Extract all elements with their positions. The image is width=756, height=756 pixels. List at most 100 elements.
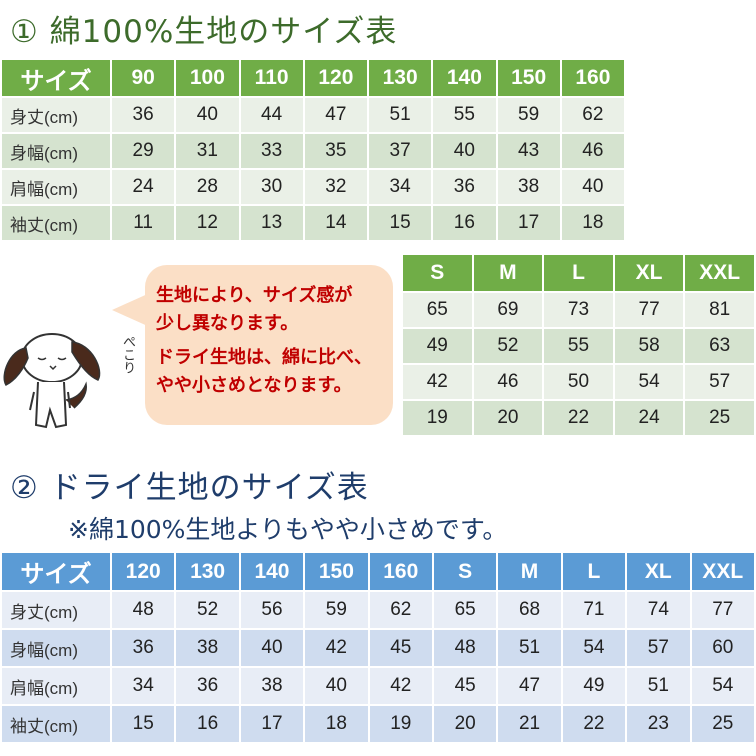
measurement-value: 57 <box>685 365 754 399</box>
measurement-label: 肩幅(cm) <box>2 170 110 204</box>
measurement-value: 63 <box>685 329 754 363</box>
measurement-value: 31 <box>176 134 239 168</box>
table-row: 袖丈(cm) 11 12 13 14 15 16 17 18 <box>2 206 624 240</box>
size-header-cell: 160 <box>561 60 624 96</box>
measurement-value: 12 <box>176 206 239 240</box>
measurement-value: 77 <box>614 293 684 327</box>
measurement-value: 28 <box>176 170 239 204</box>
measurement-value: 18 <box>561 206 624 240</box>
measurement-value: 43 <box>497 134 560 168</box>
bubble-line: 生地により、サイズ感が <box>156 285 353 306</box>
dry-size-table: サイズ 120 130 140 150 160 S M L XL XXL 身丈(cm) 48 52 56 59… <box>0 551 756 744</box>
measurement-value: 73 <box>544 293 613 327</box>
bubble-line: やや小さめとなります。 <box>156 375 352 396</box>
table-row: 身幅(cm) 36 38 40 42 45 48 51 54 57 60 <box>2 630 754 666</box>
measurement-value: 44 <box>240 98 303 132</box>
measurement-value: 25 <box>685 401 754 435</box>
measurement-value: 14 <box>304 206 367 240</box>
cotton-size-table-kids: サイズ 90 100 110 120 130 140 150 160 身丈(cm) 36 40 44 47… <box>0 58 626 242</box>
size-header-cell: 90 <box>112 60 175 96</box>
measurement-value: 18 <box>305 706 368 742</box>
measurement-value: 77 <box>691 592 754 628</box>
mascot-caption: ぺこり <box>120 335 135 374</box>
measurement-value: 36 <box>176 668 239 704</box>
measurement-value: 24 <box>112 170 175 204</box>
measurement-value: 35 <box>304 134 367 168</box>
measurement-label: 身幅(cm) <box>2 134 110 168</box>
dry-size-chart-note: ※綿100%生地よりもやや小さめです。 <box>68 515 508 544</box>
size-header-cell: 120 <box>112 553 175 590</box>
size-header-cell: L <box>544 255 613 291</box>
size-header-label: サイズ <box>2 553 110 590</box>
measurement-value: 38 <box>176 630 239 666</box>
size-header-cell: 150 <box>497 60 560 96</box>
size-header-cell: M <box>473 255 543 291</box>
table-row: 42 46 50 54 57 <box>403 365 754 399</box>
measurement-value: 58 <box>614 329 684 363</box>
measurement-value: 42 <box>305 630 368 666</box>
measurement-value: 68 <box>498 592 561 628</box>
table-row: 49 52 55 58 63 <box>403 329 754 363</box>
measurement-value: 49 <box>403 329 472 363</box>
measurement-value: 37 <box>369 134 432 168</box>
measurement-value: 54 <box>691 668 754 704</box>
measurement-value: 45 <box>369 630 432 666</box>
measurement-value: 40 <box>240 630 304 666</box>
table-row: 肩幅(cm) 34 36 38 40 42 45 47 49 51 54 <box>2 668 754 704</box>
table-row: 身丈(cm) 36 40 44 47 51 55 59 62 <box>2 98 624 132</box>
measurement-label: 袖丈(cm) <box>2 206 110 240</box>
measurement-value: 36 <box>433 170 496 204</box>
measurement-value: 15 <box>112 706 175 742</box>
measurement-value: 69 <box>473 293 543 327</box>
size-header-cell: 130 <box>176 553 239 590</box>
table-row: 身幅(cm) 29 31 33 35 37 40 43 46 <box>2 134 624 168</box>
table-row: 袖丈(cm) 15 16 17 18 19 20 21 22 23 25 <box>2 706 754 742</box>
measurement-value: 22 <box>562 706 626 742</box>
measurement-value: 22 <box>544 401 613 435</box>
size-header-cell: L <box>562 553 626 590</box>
table-row: 19 20 22 24 25 <box>403 401 754 435</box>
measurement-value: 40 <box>433 134 496 168</box>
measurement-value: 45 <box>433 668 497 704</box>
header-row: サイズ 120 130 140 150 160 S M L XL XXL <box>2 553 754 590</box>
measurement-value: 16 <box>433 206 496 240</box>
measurement-value: 51 <box>627 668 690 704</box>
measurement-value: 42 <box>403 365 472 399</box>
measurement-value: 59 <box>497 98 560 132</box>
measurement-value: 50 <box>544 365 613 399</box>
measurement-value: 81 <box>685 293 754 327</box>
measurement-value: 65 <box>433 592 497 628</box>
size-header-cell: XXL <box>691 553 754 590</box>
bubble-line: 少し異なります。 <box>156 313 299 334</box>
measurement-label: 身幅(cm) <box>2 630 110 666</box>
measurement-value: 34 <box>112 668 175 704</box>
measurement-value: 19 <box>369 706 432 742</box>
measurement-value: 54 <box>562 630 626 666</box>
measurement-value: 48 <box>112 592 175 628</box>
header-row: サイズ 90 100 110 120 130 140 150 160 <box>2 60 624 96</box>
size-header-cell: 100 <box>176 60 239 96</box>
measurement-value: 36 <box>112 630 175 666</box>
speech-bubble <box>145 265 393 425</box>
measurement-value: 20 <box>433 706 497 742</box>
size-header-cell: 140 <box>240 553 304 590</box>
measurement-value: 55 <box>544 329 613 363</box>
measurement-value: 57 <box>627 630 690 666</box>
measurement-value: 55 <box>433 98 496 132</box>
size-header-cell: 160 <box>369 553 432 590</box>
measurement-value: 40 <box>176 98 239 132</box>
measurement-value: 52 <box>176 592 239 628</box>
bubble-line: ドライ生地は、綿に比べ、 <box>156 347 372 368</box>
size-header-cell: 130 <box>369 60 432 96</box>
size-header-cell: S <box>433 553 497 590</box>
measurement-value: 51 <box>498 630 561 666</box>
measurement-value: 34 <box>369 170 432 204</box>
measurement-value: 42 <box>369 668 432 704</box>
measurement-value: 62 <box>369 592 432 628</box>
measurement-label: 袖丈(cm) <box>2 706 110 742</box>
measurement-value: 11 <box>112 206 175 240</box>
measurement-value: 46 <box>473 365 543 399</box>
measurement-value: 24 <box>614 401 684 435</box>
size-header-cell: 120 <box>304 60 367 96</box>
measurement-value: 23 <box>627 706 690 742</box>
